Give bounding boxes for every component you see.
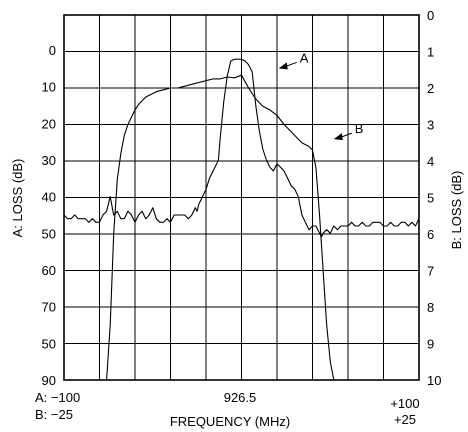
right-tick-label: 4 [427,154,434,169]
right-tick-label: 1 [427,45,434,60]
annotation-label: A [300,50,309,65]
right-tick-label: 10 [427,373,441,388]
x-center-label: 926.5 [224,390,257,405]
annotation-arrow-head [278,62,288,70]
right-tick-label: 6 [427,227,434,242]
series-lines [63,58,420,381]
left-tick-label: 20 [42,116,56,131]
x-left-label-a: A: −100 [35,390,80,405]
annotation-arrow-head [333,133,343,141]
right-tick-label: 3 [427,118,434,133]
x-right-label-a: +100 [390,396,419,411]
x-right-label-b: +25 [394,412,416,427]
right-tick-label: 0 [427,8,434,23]
x-axis-title: FREQUENCY (MHz) [170,414,290,429]
left-axis-title: A: LOSS (dB) [10,159,25,238]
right-tick-label: 5 [427,191,434,206]
plot-frame [63,14,420,381]
series-a-line [63,58,420,238]
left-tick-label: 10 [42,80,56,95]
left-tick-label: 30 [42,153,56,168]
right-tick-label: 2 [427,81,434,96]
right-axis-title: B: LOSS (dB) [449,171,464,250]
right-tick-label: 8 [427,300,434,315]
left-tick-label: 70 [42,300,56,315]
left-tick-label: 50 [42,336,56,351]
series-b-line [64,74,419,381]
annotations: AB [278,50,364,141]
left-tick-label: 0 [49,43,56,58]
x-left-label-b: B: −25 [35,407,73,422]
left-tick-label: 90 [42,373,56,388]
right-tick-label: 9 [427,337,434,352]
annotation-label: B [355,121,364,136]
grid [64,15,419,380]
left-tick-label: 60 [42,263,56,278]
left-axis-ticks: 0 10 20 30 40 50 60 70 50 90 [42,43,56,388]
left-tick-label: 40 [42,190,56,205]
left-tick-label: 50 [42,226,56,241]
right-tick-label: 7 [427,264,434,279]
right-axis-ticks: 0 1 2 3 4 5 6 7 8 9 10 [427,8,441,388]
